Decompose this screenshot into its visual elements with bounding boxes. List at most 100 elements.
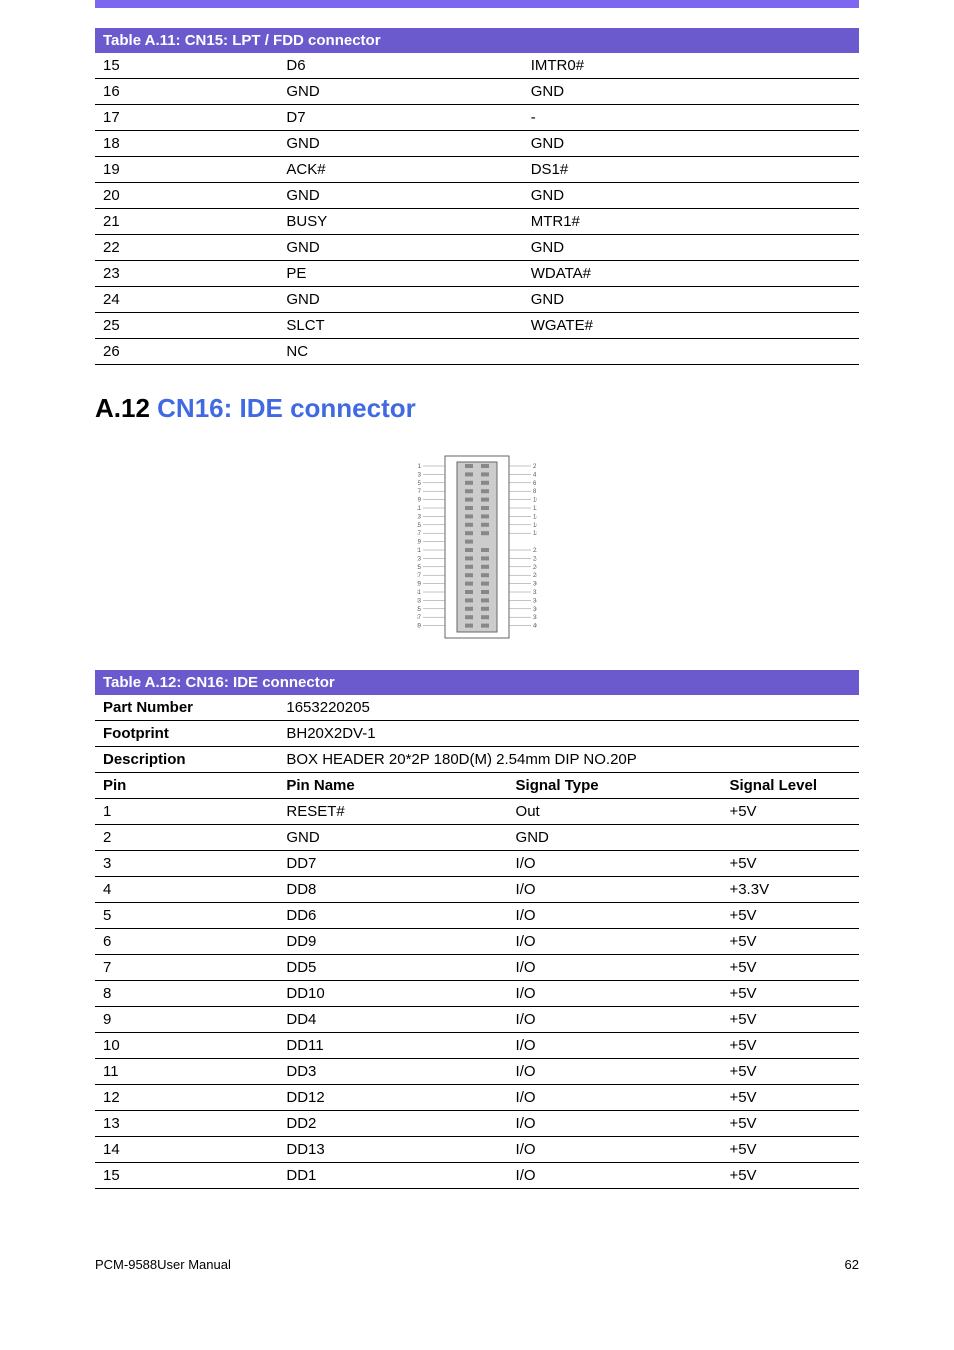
table-row: 10DD11I/O+5V [95, 1033, 859, 1059]
table-cell: ACK# [278, 157, 522, 183]
svg-text:18: 18 [533, 531, 537, 537]
table-cell: GND [278, 235, 522, 261]
table-row: 24GNDGND [95, 287, 859, 313]
footer-left: PCM-9588User Manual [95, 1257, 231, 1272]
table-row: 1RESET#Out+5V [95, 799, 859, 825]
table-row: 22GNDGND [95, 235, 859, 261]
colhead-pinname: Pin Name [278, 773, 507, 799]
svg-text:15: 15 [417, 523, 422, 529]
table-cell: 3 [95, 851, 278, 877]
svg-text:24: 24 [533, 556, 537, 562]
table-cell: WDATA# [523, 261, 859, 287]
table-cell: +5V [721, 1007, 859, 1033]
table-cell: I/O [508, 1059, 722, 1085]
table-a12-colhead: Pin Pin Name Signal Type Signal Level [95, 773, 859, 799]
table-cell: GND [278, 825, 507, 851]
svg-text:36: 36 [533, 607, 537, 613]
svg-text:10: 10 [533, 498, 537, 504]
table-cell: 5 [95, 903, 278, 929]
table-cell: I/O [508, 1007, 722, 1033]
table-cell: 22 [95, 235, 278, 261]
table-cell: DD2 [278, 1111, 507, 1137]
table-row: 3DD7I/O+5V [95, 851, 859, 877]
table-row: 13DD2I/O+5V [95, 1111, 859, 1137]
table-cell: DD8 [278, 877, 507, 903]
table-cell: 17 [95, 105, 278, 131]
table-cell: DD13 [278, 1137, 507, 1163]
colhead-pin: Pin [95, 773, 278, 799]
svg-text:37: 37 [417, 615, 422, 621]
table-cell: I/O [508, 851, 722, 877]
partnumber-value: 1653220205 [278, 695, 859, 721]
table-cell: DS1# [523, 157, 859, 183]
table-cell: 8 [95, 981, 278, 1007]
table-cell: DD9 [278, 929, 507, 955]
svg-text:35: 35 [417, 607, 422, 613]
svg-text:16: 16 [533, 523, 537, 529]
table-row: 14DD13I/O+5V [95, 1137, 859, 1163]
table-row: 26NC [95, 339, 859, 365]
svg-text:21: 21 [417, 548, 422, 554]
table-cell: GND [523, 235, 859, 261]
table-cell: GND [523, 131, 859, 157]
table-cell: 1 [95, 799, 278, 825]
table-cell: DD4 [278, 1007, 507, 1033]
table-cell: +5V [721, 1059, 859, 1085]
table-cell: GND [508, 825, 722, 851]
table-cell: 24 [95, 287, 278, 313]
table-cell: 2 [95, 825, 278, 851]
svg-text:7: 7 [418, 489, 422, 495]
table-cell: +5V [721, 981, 859, 1007]
table-row: 7DD5I/O+5V [95, 955, 859, 981]
table-row: 23PEWDATA# [95, 261, 859, 287]
page-content: Table A.11: CN15: LPT / FDD connector 15… [0, 28, 954, 1189]
table-cell: 19 [95, 157, 278, 183]
svg-text:30: 30 [533, 582, 537, 588]
table-cell: I/O [508, 955, 722, 981]
footprint-value: BH20X2DV-1 [278, 721, 859, 747]
table-row: 4DD8I/O+3.3V [95, 877, 859, 903]
table-cell: 9 [95, 1007, 278, 1033]
table-row: 12DD12I/O+5V [95, 1085, 859, 1111]
svg-text:40: 40 [533, 624, 537, 630]
section-a12-heading: A.12 CN16: IDE connector [95, 393, 859, 424]
table-cell: NC [278, 339, 522, 365]
table-a12: Table A.12: CN16: IDE connector Part Num… [95, 670, 859, 1189]
table-a11-header: Table A.11: CN15: LPT / FDD connector [95, 28, 859, 53]
table-row: 5DD6I/O+5V [95, 903, 859, 929]
table-row: 15D6IMTR0# [95, 53, 859, 79]
svg-text:39: 39 [417, 624, 422, 630]
table-row: 20GNDGND [95, 183, 859, 209]
svg-text:12: 12 [533, 506, 537, 512]
table-row: 6DD9I/O+5V [95, 929, 859, 955]
svg-text:13: 13 [417, 514, 422, 520]
table-cell: BUSY [278, 209, 522, 235]
table-cell: I/O [508, 1085, 722, 1111]
table-row: 17D7- [95, 105, 859, 131]
colhead-siglevel: Signal Level [721, 773, 859, 799]
table-cell: 14 [95, 1137, 278, 1163]
table-cell: DD7 [278, 851, 507, 877]
table-cell: DD6 [278, 903, 507, 929]
table-a12-partnumber-row: Part Number 1653220205 [95, 695, 859, 721]
table-cell: 10 [95, 1033, 278, 1059]
table-cell: DD1 [278, 1163, 507, 1189]
table-row: 25SLCTWGATE# [95, 313, 859, 339]
table-a11: Table A.11: CN15: LPT / FDD connector 15… [95, 28, 859, 365]
svg-text:8: 8 [533, 489, 537, 495]
table-a12-footprint-row: Footprint BH20X2DV-1 [95, 721, 859, 747]
table-cell: - [523, 105, 859, 131]
table-row: 9DD4I/O+5V [95, 1007, 859, 1033]
table-cell: GND [278, 131, 522, 157]
svg-text:26: 26 [533, 565, 537, 571]
table-a12-header-row: Table A.12: CN16: IDE connector [95, 670, 859, 695]
ide-connector-diagram: 1234567891011121314151617181921222324252… [417, 452, 537, 642]
svg-text:2: 2 [533, 464, 537, 470]
svg-text:19: 19 [417, 540, 422, 546]
table-row: 15DD1I/O+5V [95, 1163, 859, 1189]
table-cell: 4 [95, 877, 278, 903]
svg-text:29: 29 [417, 582, 422, 588]
table-cell [523, 339, 859, 365]
table-cell: I/O [508, 929, 722, 955]
svg-text:1: 1 [418, 464, 422, 470]
